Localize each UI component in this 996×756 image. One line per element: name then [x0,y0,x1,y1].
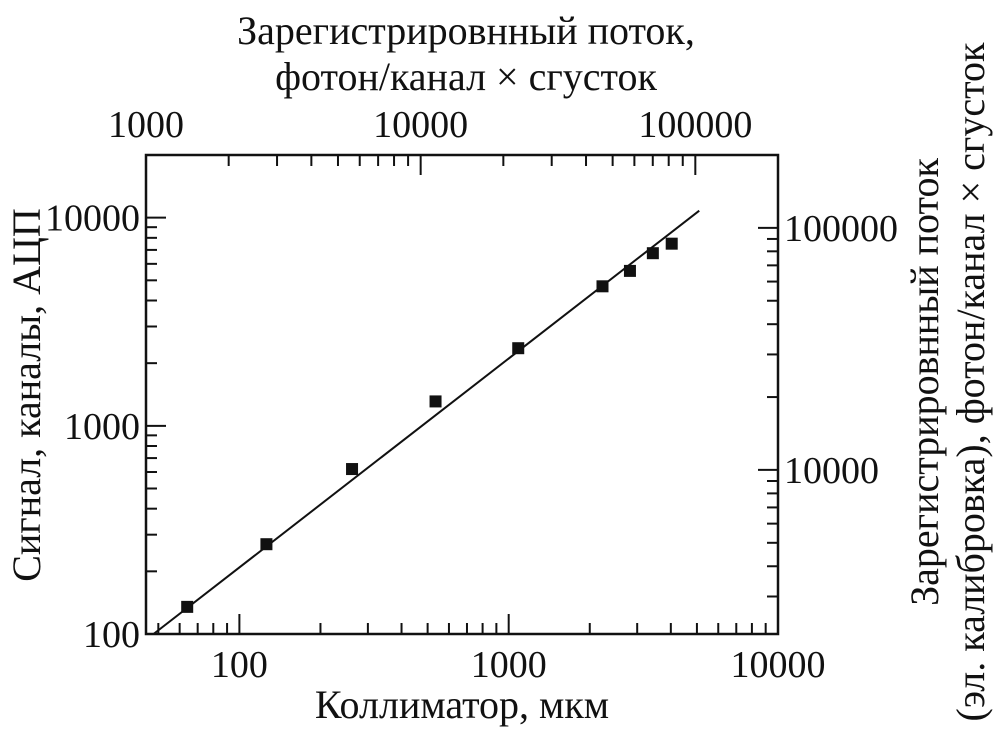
y-tick-label: 1000 [64,406,140,448]
x-tick-label: 100 [211,644,268,686]
data-point [665,237,678,250]
fit-line-layer [152,209,700,635]
y-tick-label: 100 [83,614,140,656]
fit-line [152,209,700,635]
data-point [260,538,273,551]
y-axis-title: Сигнал, каналы, АЦП [4,208,49,582]
top-tick-label: 1000 [108,104,184,146]
data-point [429,395,442,408]
data-point [623,264,636,277]
x-tick-label: 10000 [731,644,826,686]
data-point [346,463,359,476]
y-tick-label: 10000 [45,198,140,240]
data-point [181,600,194,613]
top-tick-label: 10000 [373,104,468,146]
ticks-layer [145,154,779,635]
right-tick-label: 100000 [784,208,898,250]
data-point [512,342,525,355]
tick-labels-layer: 100 1000 10000 1000 10000 100000 100 1000 10000 1… [45,104,898,686]
data-points-layer [181,237,678,613]
x-tick-label: 1000 [471,644,547,686]
data-point [646,247,659,260]
data-point [596,280,609,293]
x-axis-title: Коллиматор, мкм [315,682,609,727]
right-axis-title-line1: Зарегистрировнный поток [902,158,947,606]
top-axis-title-line1: Зарегистрировнный поток, [237,8,695,53]
top-tick-label: 100000 [638,104,752,146]
top-axis-title-line2: фотон/канал × сгусток [275,54,657,99]
right-tick-label: 10000 [784,450,879,492]
plot-frame [144,153,780,636]
right-axis-title-line2: (эл. калибровка), фотон/канал × сгусток [948,42,993,722]
